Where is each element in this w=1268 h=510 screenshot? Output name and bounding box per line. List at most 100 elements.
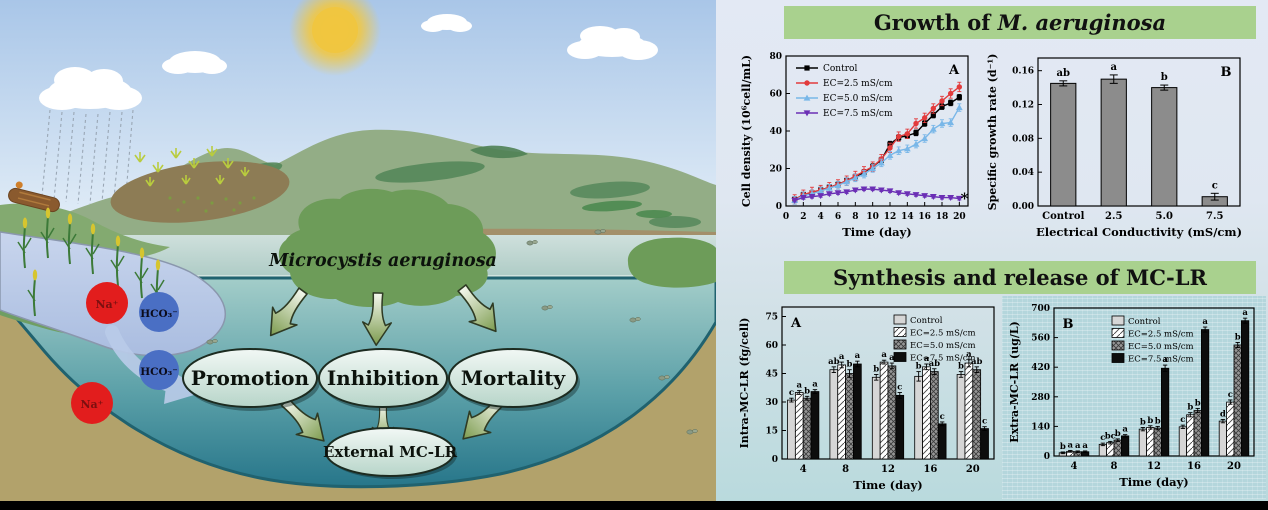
- svg-text:14: 14: [901, 212, 914, 222]
- svg-text:b: b: [1235, 332, 1241, 342]
- reeds: [17, 207, 165, 317]
- svg-text:Na⁺: Na⁺: [96, 298, 119, 311]
- svg-text:b: b: [916, 362, 922, 372]
- svg-text:Control: Control: [1128, 317, 1161, 327]
- svg-text:10: 10: [866, 212, 879, 222]
- crops: [134, 146, 250, 187]
- svg-text:HCO₃⁻: HCO₃⁻: [140, 308, 178, 320]
- svg-text:0.00: 0.00: [1012, 202, 1034, 212]
- svg-text:Promotion: Promotion: [191, 366, 310, 390]
- svg-text:0.12: 0.12: [1012, 101, 1034, 111]
- svg-text:a: a: [839, 352, 845, 362]
- svg-text:4: 4: [818, 212, 824, 222]
- svg-text:Time (day): Time (day): [842, 225, 911, 239]
- extra-mclr-bar-chart: 0 140 280 420 560 700 Time (day) Extra-MC-LR (u…: [1006, 298, 1262, 501]
- intra-mclr-bar-chart: 0 15 30 45 60 75 Time (day) Intra-MC-LR (fg/cel…: [736, 299, 1002, 503]
- svg-text:15: 15: [765, 427, 778, 437]
- inhibition-node: Inhibition: [318, 348, 450, 411]
- svg-text:a: a: [924, 354, 930, 364]
- svg-text:a: a: [1122, 425, 1128, 435]
- growth-rate-svg: 0.00 0.04 0.08 0.12 0.16 Electrical Conductiv…: [986, 54, 1242, 239]
- svg-text:A: A: [790, 316, 802, 331]
- svg-text:B: B: [1221, 65, 1232, 80]
- svg-text:6: 6: [835, 212, 841, 222]
- svg-text:b: b: [873, 364, 879, 374]
- svg-text:Cell density (10⁶cell/mL): Cell density (10⁶cell/mL): [740, 55, 753, 207]
- svg-text:Specific growth rate (d⁻¹): Specific growth rate (d⁻¹): [986, 54, 999, 211]
- svg-text:5.0: 5.0: [1156, 211, 1173, 222]
- svg-text:a: a: [855, 351, 861, 361]
- extra-mclr-card: 0 140 280 420 560 700 Time (day) Extra-MC-LR (u…: [1002, 296, 1266, 499]
- cloud-icon: [162, 14, 658, 74]
- svg-text:Mortality: Mortality: [461, 366, 567, 390]
- bottom-black-strip: [0, 501, 1268, 510]
- svg-text:0: 0: [772, 455, 778, 465]
- svg-text:560: 560: [1031, 334, 1050, 344]
- svg-text:a: a: [881, 350, 887, 360]
- svg-text:a: a: [812, 380, 818, 390]
- farmland: [110, 146, 290, 223]
- svg-text:12: 12: [881, 464, 895, 475]
- svg-text:Na⁺: Na⁺: [81, 398, 104, 411]
- svg-text:75: 75: [765, 313, 778, 323]
- svg-text:B: B: [1063, 317, 1074, 332]
- specific-growth-rate-bar-chart: 0.00 0.04 0.08 0.12 0.16 Electrical Conductiv…: [984, 46, 1252, 254]
- svg-text:a: a: [966, 349, 972, 359]
- svg-text:a: a: [797, 381, 803, 391]
- svg-text:0: 0: [1044, 452, 1050, 462]
- svg-text:HCO₃⁻: HCO₃⁻: [140, 366, 178, 378]
- svg-text:b: b: [1187, 403, 1193, 413]
- svg-text:Electrical Conductivity (mS/cm: Electrical Conductivity (mS/cm): [1036, 225, 1242, 239]
- svg-text:Time (day): Time (day): [853, 478, 922, 492]
- organism-label: Microcystis aeruginosa: [268, 251, 497, 271]
- growth-section-banner: Growth of M. aeruginosa: [784, 6, 1256, 39]
- svg-text:a: a: [1075, 441, 1081, 451]
- svg-text:bc: bc: [1105, 431, 1116, 441]
- svg-text:a: a: [1202, 317, 1208, 327]
- svg-text:8: 8: [842, 464, 849, 475]
- seedlings: [168, 196, 256, 213]
- svg-text:Intra-MC-LR (fg/cell): Intra-MC-LR (fg/cell): [738, 318, 751, 449]
- svg-text:30: 30: [765, 398, 778, 408]
- svg-text:Time (day): Time (day): [1119, 475, 1188, 489]
- cell-density-line-chart: 0 20 40 60 80 Time (day) Cell density (10⁶cell…: [738, 46, 978, 254]
- svg-text:ab: ab: [929, 359, 941, 369]
- svg-text:EC=2.5 mS/cm: EC=2.5 mS/cm: [823, 79, 893, 89]
- promotion-node: Promotion: [182, 348, 320, 411]
- svg-text:ab: ab: [971, 357, 983, 367]
- na-ion-1: Na⁺: [86, 282, 128, 324]
- ecosystem-illustration: Microcystis aeruginosa Na⁺ HCO₃⁻ HCO₃⁻ N…: [0, 0, 716, 501]
- svg-text:16: 16: [1187, 461, 1201, 472]
- svg-text:Control: Control: [1042, 211, 1084, 222]
- svg-text:4: 4: [1071, 461, 1078, 472]
- synthesis-section-banner: Synthesis and release of MC-LR: [784, 261, 1256, 294]
- growth-title-species: M. aeruginosa: [997, 10, 1167, 35]
- svg-text:b: b: [1140, 417, 1146, 427]
- mortality-node: Mortality: [448, 348, 580, 411]
- svg-text:0.08: 0.08: [1012, 134, 1034, 144]
- svg-text:12: 12: [1147, 461, 1161, 472]
- svg-text:40: 40: [769, 127, 782, 137]
- svg-text:c: c: [1100, 433, 1105, 443]
- svg-text:b: b: [1195, 398, 1201, 408]
- svg-text:0: 0: [776, 202, 782, 212]
- na-ion-2: Na⁺: [71, 382, 113, 424]
- svg-text:12: 12: [884, 212, 897, 222]
- svg-text:EC=5.0 mS/cm: EC=5.0 mS/cm: [823, 94, 893, 104]
- svg-text:c: c: [897, 383, 902, 393]
- svg-text:80: 80: [769, 52, 782, 62]
- svg-text:Inhibition: Inhibition: [327, 366, 440, 390]
- svg-text:A: A: [948, 63, 960, 78]
- svg-text:d: d: [1220, 409, 1226, 419]
- svg-text:Control: Control: [823, 64, 857, 74]
- svg-text:EC=7.5 mS/cm: EC=7.5 mS/cm: [910, 354, 976, 364]
- svg-text:16: 16: [923, 464, 937, 475]
- svg-text:a: a: [1068, 441, 1074, 451]
- svg-text:a: a: [1162, 355, 1168, 365]
- svg-text:4: 4: [800, 464, 807, 475]
- svg-text:18: 18: [936, 212, 949, 222]
- svg-text:Control: Control: [910, 316, 943, 326]
